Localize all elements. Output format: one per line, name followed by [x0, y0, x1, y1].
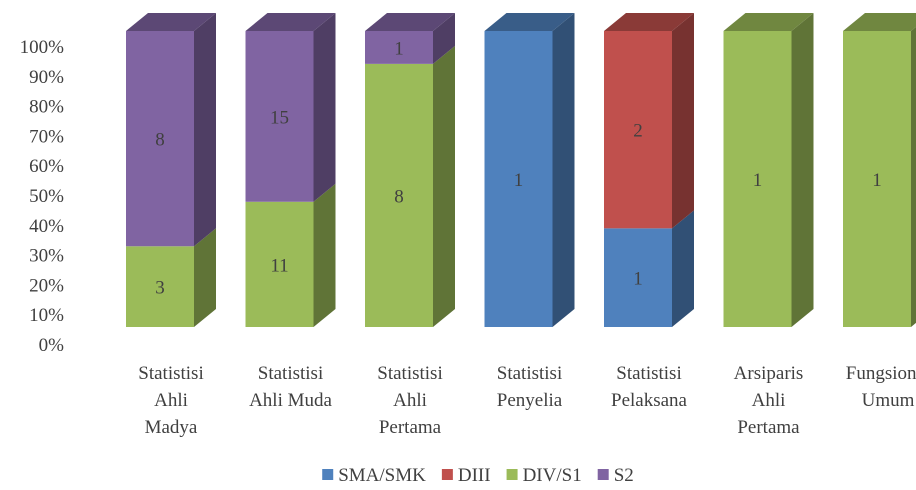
y-tick-label: 20% [29, 275, 64, 296]
legend-item: S2 [597, 465, 634, 486]
y-tick-label: 80% [29, 97, 64, 118]
x-axis: Statistisi Ahli Madya Statistisi Ahli Muda St… [138, 363, 916, 438]
legend-swatch [441, 469, 453, 480]
category-label: Pertama [737, 417, 800, 438]
category-label: Statistisi [138, 363, 203, 384]
data-label: 15 [270, 107, 289, 128]
bar-top-face [723, 13, 814, 31]
bar-front-face [365, 31, 433, 64]
bar-side-face [313, 13, 336, 202]
bar-side-face [313, 183, 336, 327]
data-label: 2 [633, 121, 643, 142]
bar-segment: 3 [126, 228, 216, 327]
category-label: Statistisi [497, 363, 562, 384]
category-label: Arsiparis [734, 363, 804, 384]
bar-segment: 1 [604, 210, 694, 327]
bar-top-face [365, 13, 455, 31]
category-label: Statistisi [258, 363, 323, 384]
bar-segment: 1 [723, 13, 814, 327]
category-label: Fungsional [846, 363, 916, 384]
bar-segment: 1 [484, 13, 575, 327]
bar-segment: 2 [604, 13, 694, 229]
data-label: 3 [155, 278, 165, 299]
data-label: 1 [872, 170, 882, 191]
bar-side-face [911, 26, 916, 327]
bar-front-face [126, 246, 194, 327]
bar-side-face [791, 13, 814, 327]
legend-swatch [506, 469, 518, 480]
bar-front-face [245, 31, 314, 202]
y-tick-label: 0% [39, 335, 65, 356]
data-label: 11 [270, 255, 288, 276]
bar-segment: 11 [245, 183, 336, 327]
data-label: 1 [753, 170, 763, 191]
legend-label: SMA/SMK [338, 465, 426, 486]
bar-side-face [672, 13, 694, 229]
data-label: 8 [155, 130, 165, 151]
bar-segment: 15 [245, 13, 336, 202]
category-label: Pelaksana [611, 390, 688, 411]
y-tick-label: 10% [29, 305, 64, 326]
y-tick-label: 60% [29, 156, 64, 177]
category-label: Madya [145, 417, 198, 438]
bar-segment: 1 [843, 13, 916, 327]
bar-side-face [194, 228, 216, 327]
y-tick-label: 50% [29, 186, 64, 207]
legend-label: DIV/S1 [523, 465, 582, 486]
bar-top-face [245, 13, 336, 31]
bar-side-face [433, 13, 455, 64]
bar-front-face [843, 31, 911, 327]
bar-front-face [126, 31, 194, 247]
bar-top-face [604, 13, 694, 31]
y-tick-label: 40% [29, 216, 64, 237]
bar-front-face [604, 31, 672, 229]
bar-side-face [552, 13, 575, 327]
data-label: 1 [514, 170, 524, 191]
category-label: Penyelia [497, 390, 563, 411]
legend: SMA/SMK DIII DIV/S1 S2 [322, 465, 634, 486]
bar-segment: 1 [365, 13, 455, 64]
bar-segment: 8 [126, 13, 216, 247]
category-label: Ahli [154, 390, 188, 411]
category-label: Statistisi [377, 363, 442, 384]
data-label: 1 [633, 269, 643, 290]
y-tick-label: 100% [20, 37, 65, 58]
bar-side-face [194, 13, 216, 247]
legend-swatch [322, 469, 334, 480]
category-label: Ahli [393, 390, 427, 411]
data-label: 1 [394, 38, 404, 59]
bar-top-face [843, 13, 916, 31]
data-label: 8 [394, 186, 404, 207]
legend-item: SMA/SMK [322, 465, 426, 486]
category-label: Pertama [379, 417, 442, 438]
category-label: Ahli [752, 390, 786, 411]
legend-swatch [597, 469, 609, 480]
bar-side-face [672, 210, 694, 327]
legend-label: DIII [458, 465, 491, 486]
bar-front-face [484, 31, 553, 327]
y-tick-label: 70% [29, 126, 64, 147]
bar-top-face [484, 13, 575, 31]
bar-front-face [604, 228, 672, 327]
y-tick-label: 90% [29, 67, 64, 88]
bar-segment: 8 [365, 45, 455, 328]
y-axis: 0% 10% 20% 30% 40% 50% 60% 70% 80% 90% 100% [20, 37, 65, 356]
y-tick-label: 30% [29, 246, 64, 267]
category-label: Statistisi [616, 363, 681, 384]
bar-front-face [365, 63, 433, 328]
bar-front-face [245, 201, 314, 327]
legend-item: DIV/S1 [506, 465, 582, 486]
category-label: Umum [862, 390, 915, 411]
bar-front-face [723, 31, 792, 327]
bar-side-face [433, 45, 455, 328]
bar-top-face [126, 13, 216, 31]
legend-item: DIII [441, 465, 491, 486]
legend-label: S2 [614, 465, 634, 486]
category-label: Ahli Muda [249, 390, 332, 411]
